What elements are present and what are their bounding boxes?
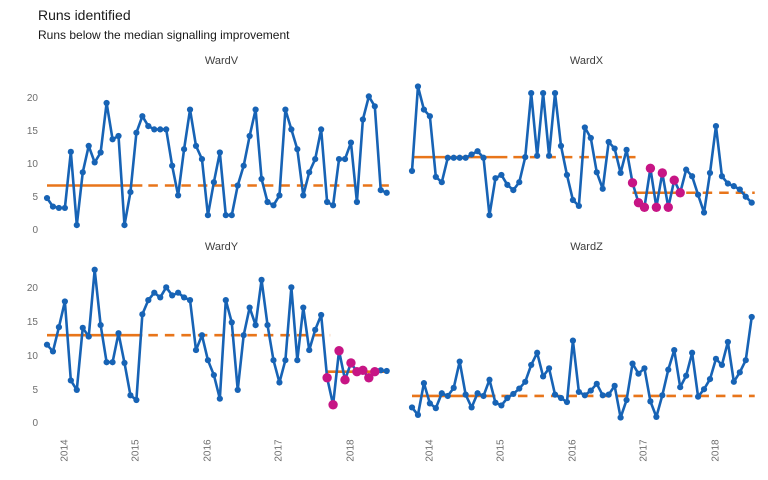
chart-title: Runs identified xyxy=(38,7,131,23)
y-axis-tick-label: 5 xyxy=(32,192,38,203)
x-axis-tick-label: 2018 xyxy=(345,438,357,462)
y-axis-tick-label: 5 xyxy=(32,385,38,396)
panel-wardz-run-chart xyxy=(408,313,755,421)
y-axis-tick-label: 20 xyxy=(26,283,38,294)
x-axis-tick-label: 2015 xyxy=(130,438,142,462)
x-axis-tick-label: 2016 xyxy=(567,438,579,462)
panel-wardy-run-chart xyxy=(43,266,390,410)
panel-title-wardz: WardZ xyxy=(570,241,603,253)
y-axis-tick-label: 0 xyxy=(32,418,38,429)
y-axis-tick-label: 15 xyxy=(26,126,38,137)
chart-subtitle: Runs below the median signalling improve… xyxy=(38,28,290,42)
y-axis-tick-label: 15 xyxy=(26,317,38,328)
panel-title-wardv: WardV xyxy=(204,55,239,67)
x-axis-tick-label: 2017 xyxy=(273,438,285,462)
x-axis-tick-label: 2018 xyxy=(710,438,722,462)
x-axis-tick-label: 2015 xyxy=(495,438,507,462)
panel-title-wardx: WardX xyxy=(569,55,604,67)
panel-wardv-run-chart xyxy=(43,93,390,229)
y-axis-tick-label: 10 xyxy=(26,159,38,170)
y-axis-tick-label: 20 xyxy=(26,93,38,104)
x-axis-tick-label: 2014 xyxy=(424,438,436,462)
x-axis-tick-label: 2014 xyxy=(59,438,71,462)
y-axis-tick-label: 10 xyxy=(26,351,38,362)
x-axis-tick-label: 2016 xyxy=(202,438,214,462)
panel-title-wardy: WardY xyxy=(204,241,239,253)
x-axis-tick-label: 2017 xyxy=(638,438,650,462)
y-axis-tick-label: 0 xyxy=(32,225,38,236)
panel-wardx-run-chart xyxy=(408,83,755,219)
